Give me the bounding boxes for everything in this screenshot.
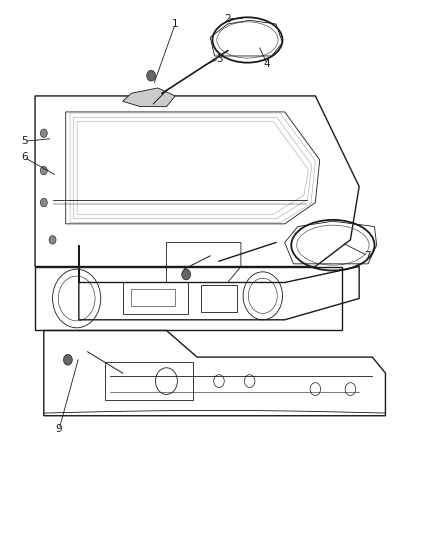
Text: 7: 7 — [364, 251, 371, 261]
Text: 5: 5 — [21, 136, 28, 146]
Text: 3: 3 — [215, 54, 223, 63]
Text: 2: 2 — [224, 14, 231, 23]
Text: 6: 6 — [21, 152, 28, 162]
Circle shape — [64, 354, 72, 365]
Polygon shape — [123, 88, 175, 107]
Circle shape — [40, 198, 47, 207]
Circle shape — [40, 166, 47, 175]
Text: 4: 4 — [264, 59, 271, 69]
Circle shape — [147, 70, 155, 81]
Text: 9: 9 — [56, 424, 63, 434]
Circle shape — [40, 129, 47, 138]
Circle shape — [49, 236, 56, 244]
Text: 1: 1 — [172, 19, 179, 29]
Circle shape — [182, 269, 191, 280]
